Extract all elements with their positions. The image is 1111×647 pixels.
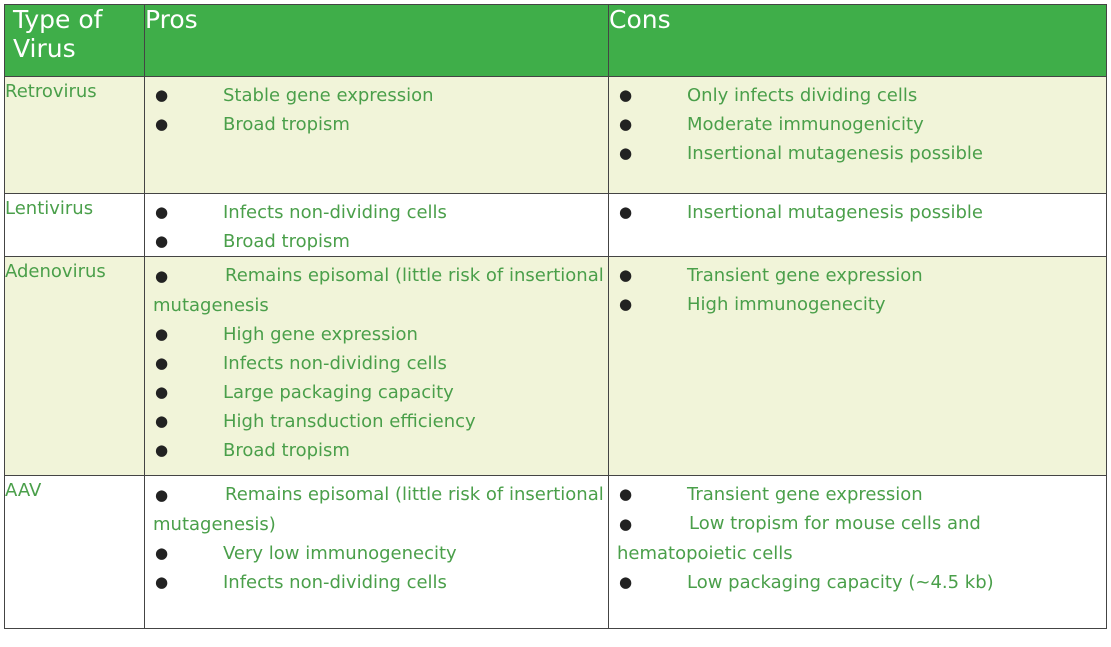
list-item: ● Low packaging capacity (~4.5 kb) [609,568,1106,597]
pro-text: High gene expression [223,324,418,345]
bullet-icon: ● [619,266,633,284]
header-cons: Cons [608,4,1107,77]
con-text: Low tropism for mouse cells and hematopo… [617,513,981,564]
bullet-icon: ● [619,295,633,313]
bullet-icon: ● [155,441,169,459]
con-text: High immunogenecity [687,294,886,315]
bullet-icon: ● [155,412,169,430]
list-item: ● Insertional mutagenesis possible [609,139,1106,168]
table-row: AAV ● Remains episomal (little risk of in… [4,475,1107,629]
con-text: Insertional mutagenesis possible [687,202,983,223]
bullet-icon: ● [155,383,169,401]
list-item: ● Remains episomal (little risk of insert… [153,265,604,316]
pro-text: High transduction efficiency [223,411,476,432]
pro-text: Broad tropism [223,231,350,252]
cons-cell: ● Insertional mutagenesis possible [608,193,1107,257]
list-item: ● Broad tropism [145,436,608,465]
virus-type-cell: Retrovirus [4,76,145,194]
table-row: Retrovirus ● Stable gene expression ● Broa… [4,76,1107,194]
bullet-icon: ● [619,144,633,162]
list-item: ● Infects non-dividing cells [145,568,608,597]
pros-cell: ● Remains episomal (little risk of insert… [144,475,609,629]
list-item: ● Only infects dividing cells [609,81,1106,110]
list-item: ● Broad tropism [145,110,608,139]
bullet-icon: ● [155,232,169,250]
list-item: ● Remains episomal (little risk of insert… [153,484,604,535]
pro-text: Broad tropism [223,114,350,135]
bullet-icon: ● [619,86,633,104]
con-text: Low packaging capacity (~4.5 kb) [687,572,994,593]
pro-text: Broad tropism [223,440,350,461]
pro-text: Remains episomal (little risk of inserti… [153,265,604,316]
bullet-icon: ● [155,203,169,221]
bullet-icon: ● [155,354,169,372]
bullet-icon: ● [155,86,169,104]
bullet-icon: ● [155,115,169,133]
list-item: ● Large packaging capacity [145,378,608,407]
cons-cell: ● Only infects dividing cells ● Moderate i… [608,76,1107,194]
bullet-icon: ● [155,325,169,343]
pro-text: Very low immunogenecity [223,543,457,564]
header-row: Type of Virus Pros Cons [4,4,1107,77]
virus-type-cell: Adenovirus [4,256,145,476]
con-text: Insertional mutagenesis possible [687,143,983,164]
pro-text: Infects non-dividing cells [223,202,447,223]
list-item: ● Infects non-dividing cells [145,198,608,227]
pro-text: Infects non-dividing cells [223,572,447,593]
cons-cell: ● Transient gene expression ● Low tropism … [608,475,1107,629]
bullet-icon: ● [619,203,633,221]
header-type-of-virus: Type of Virus [4,4,145,77]
list-item: ● Transient gene expression [609,261,1106,290]
header-pros: Pros [144,4,609,77]
list-item: ● Transient gene expression [609,480,1106,509]
con-text: Transient gene expression [687,265,923,286]
con-text: Moderate immunogenicity [687,114,924,135]
list-item: ● High transduction efficiency [145,407,608,436]
bullet-icon: ● [619,485,633,503]
virus-comparison-table: Type of Virus Pros Cons Retrovirus ● Stab… [4,4,1107,629]
con-text: Transient gene expression [687,484,923,505]
bullet-icon: ● [619,115,633,133]
list-item: ● Broad tropism [145,227,608,256]
bullet-icon: ● [155,573,169,591]
pro-text: Large packaging capacity [223,382,454,403]
pro-text: Stable gene expression [223,85,434,106]
bullet-icon: ● [619,573,633,591]
list-item: ● Stable gene expression [145,81,608,110]
list-item: ● Moderate immunogenicity [609,110,1106,139]
con-text: Only infects dividing cells [687,85,918,106]
list-item: ● Insertional mutagenesis possible [609,198,1106,227]
list-item: ● Infects non-dividing cells [145,349,608,378]
pros-cell: ● Infects non-dividing cells ● Broad tropi… [144,193,609,257]
pro-text: Remains episomal (little risk of inserti… [153,484,604,535]
virus-type-cell: Lentivirus [4,193,145,257]
table-row: Adenovirus ● Remains episomal (little ris… [4,256,1107,476]
list-item: ● High immunogenecity [609,290,1106,319]
list-item: ● High gene expression [145,320,608,349]
virus-type-cell: AAV [4,475,145,629]
pro-text: Infects non-dividing cells [223,353,447,374]
pros-cell: ● Remains episomal (little risk of insert… [144,256,609,476]
list-item: ● Very low immunogenecity [145,539,608,568]
cons-cell: ● Transient gene expression ● High immunog… [608,256,1107,476]
table-row: Lentivirus ● Infects non-dividing cells ●… [4,193,1107,257]
bullet-icon: ● [155,544,169,562]
pros-cell: ● Stable gene expression ● Broad tropism [144,76,609,194]
list-item: ● Low tropism for mouse cells and hematop… [617,513,981,564]
